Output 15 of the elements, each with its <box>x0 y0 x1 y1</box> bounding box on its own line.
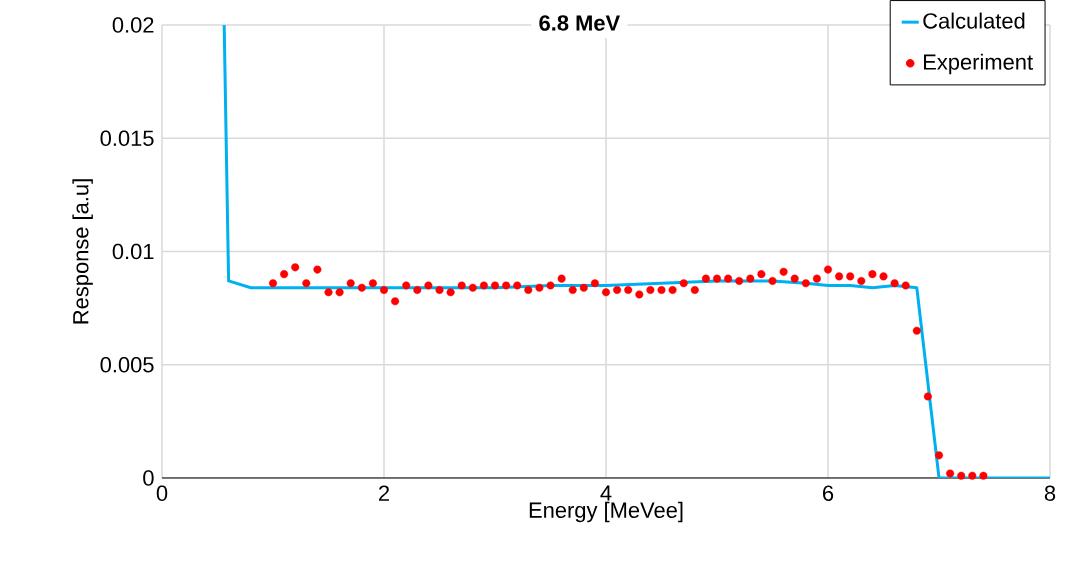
x-axis-title: Energy [MeVee] <box>529 501 683 523</box>
x-tick-label: 8 <box>1044 485 1056 502</box>
legend-label: Experiment <box>924 53 1033 75</box>
legend-label: Calculated <box>923 12 1025 29</box>
y-tick-label: 0.015 <box>100 130 154 146</box>
x-tick-label: 6 <box>823 485 834 502</box>
x-tick-label: 4 <box>600 485 612 501</box>
chart-title: 6.8 MeV <box>539 15 620 31</box>
y-axis-title: Response [a.u] <box>72 179 93 324</box>
y-tick-label: 0.005 <box>100 356 154 373</box>
x-tick-label: 0 <box>156 485 168 502</box>
y-tick-label: 0.01 <box>112 243 154 260</box>
y-tick-label: 0.02 <box>112 17 154 33</box>
x-tick-label: 2 <box>379 485 390 501</box>
y-tick-label: 0 <box>143 470 154 486</box>
